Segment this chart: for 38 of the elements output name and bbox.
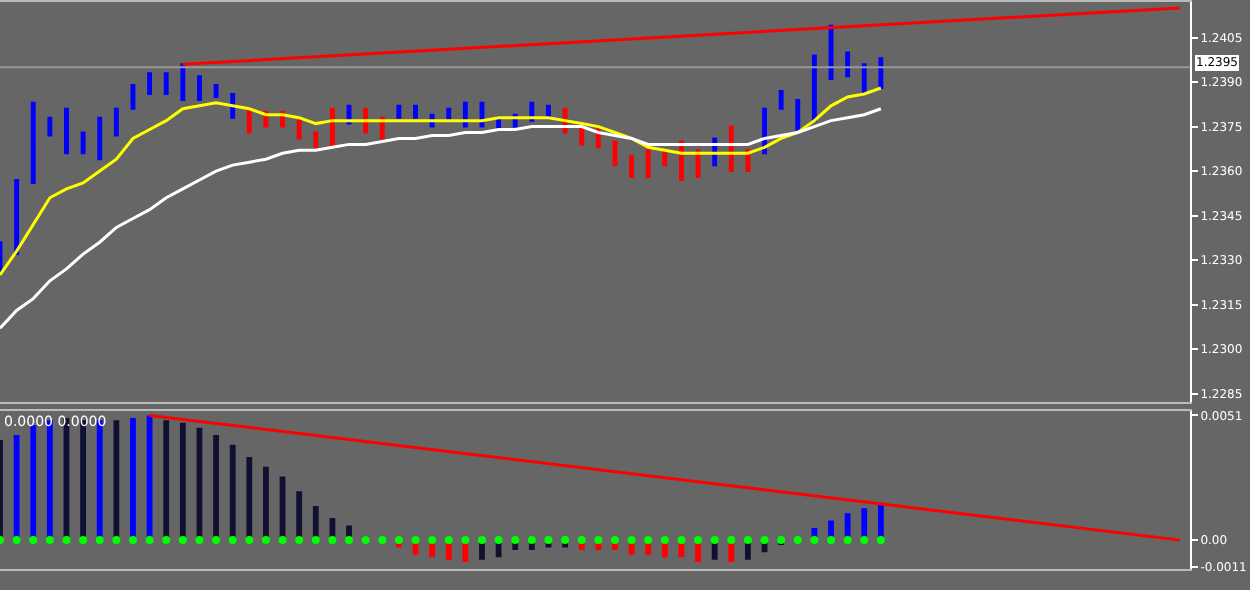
candlestick	[629, 155, 635, 178]
candlestick	[147, 72, 153, 95]
bar	[296, 491, 303, 541]
candlestick	[163, 72, 169, 95]
candlestick	[313, 131, 319, 149]
bar	[246, 457, 253, 541]
line-series	[0, 107, 883, 330]
bar	[263, 466, 269, 541]
candlestick	[113, 107, 119, 137]
candlestick	[845, 51, 851, 78]
candlestick	[811, 54, 817, 122]
bar	[130, 417, 136, 541]
candlestick	[645, 149, 651, 178]
candlestick	[180, 63, 186, 101]
bar	[113, 420, 120, 541]
bar	[30, 425, 37, 541]
candlestick	[795, 98, 801, 131]
candlestick	[64, 107, 69, 155]
candlestick	[246, 107, 252, 134]
candlestick	[14, 178, 20, 256]
line-series	[0, 86, 883, 277]
bar	[229, 444, 236, 541]
bar	[13, 435, 20, 541]
candlestick	[296, 119, 302, 140]
bar	[213, 435, 219, 541]
candlestick	[213, 84, 219, 98]
candlestick	[30, 101, 36, 184]
candlestick	[878, 57, 884, 90]
candlestick	[97, 116, 103, 161]
bar	[163, 420, 170, 541]
candlestick	[80, 131, 86, 155]
candlestick	[396, 104, 402, 119]
bar	[179, 422, 186, 541]
candlestick	[196, 75, 202, 101]
candlestick	[47, 116, 53, 137]
candlestick	[778, 89, 784, 110]
candlestick	[413, 104, 418, 119]
candlestick	[612, 140, 618, 167]
